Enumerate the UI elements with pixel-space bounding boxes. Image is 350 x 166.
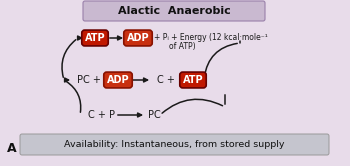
Text: C + P: C + P xyxy=(88,110,115,120)
Text: + Pᵢ + Energy (12 kcal·mole⁻¹: + Pᵢ + Energy (12 kcal·mole⁻¹ xyxy=(154,33,268,42)
Text: C +: C + xyxy=(157,75,175,85)
Text: ADP: ADP xyxy=(127,33,149,43)
FancyBboxPatch shape xyxy=(83,1,265,21)
Text: Alactic  Anaerobic: Alactic Anaerobic xyxy=(118,6,230,16)
Text: of ATP): of ATP) xyxy=(169,42,196,50)
Text: PC +: PC + xyxy=(77,75,101,85)
Text: PC: PC xyxy=(148,110,161,120)
FancyBboxPatch shape xyxy=(20,134,329,155)
Text: Availability: Instantaneous, from stored supply: Availability: Instantaneous, from stored… xyxy=(64,140,284,149)
Text: ATP: ATP xyxy=(85,33,105,43)
Text: ADP: ADP xyxy=(107,75,129,85)
Text: ATP: ATP xyxy=(183,75,203,85)
Text: A: A xyxy=(7,141,17,155)
